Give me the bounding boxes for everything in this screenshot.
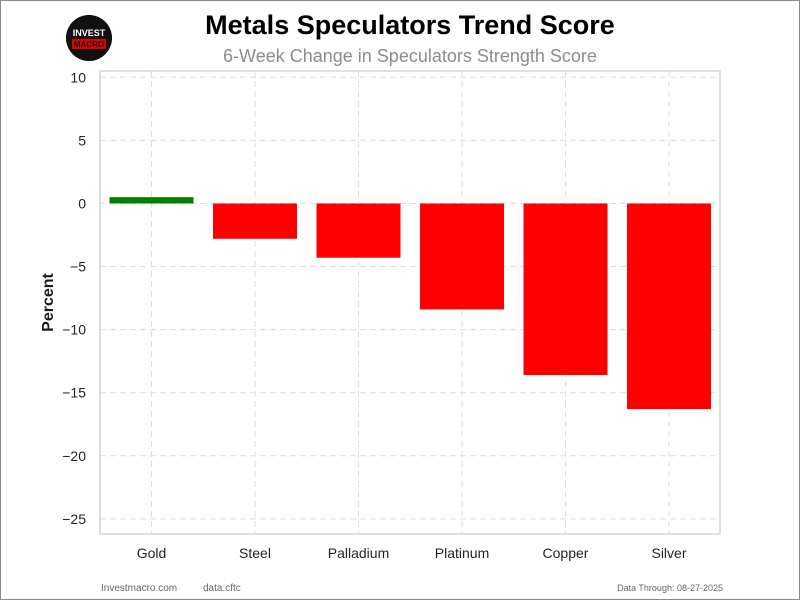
x-tick-label: Palladium [328,545,389,561]
y-axis-label: Percent [40,272,57,331]
y-tick-label: −20 [62,448,86,464]
y-tick-label: −10 [62,322,86,338]
y-tick-label: 5 [78,132,86,148]
x-tick-label: Platinum [435,545,489,561]
bar-gold [109,197,194,204]
bar-silver [627,203,711,410]
x-tick-label: Silver [651,545,686,561]
bar-platinum [420,203,504,310]
bar-steel [213,203,297,239]
logo-text-top: INVEST [73,28,106,38]
bars [109,197,711,410]
y-tick-label: −25 [62,511,86,527]
grid-lines [100,71,720,534]
y-tick-labels: 10 5 0 −5 −10 −15 −20 −25 [62,69,86,527]
footer-site: Investmacro.com [101,583,178,594]
investmacro-logo-icon: INVEST MACRO [66,15,112,61]
y-tick-label: −15 [62,385,86,401]
logo-text-bottom: MACRO [74,40,104,49]
chart-subtitle: 6-Week Change in Speculators Strength Sc… [223,46,597,66]
x-tick-label: Copper [543,545,589,561]
y-tick-label: −5 [70,259,86,275]
y-tick-label: 0 [78,195,86,211]
chart-title: Metals Speculators Trend Score [205,10,615,40]
footer-source: data:cftc [203,583,241,594]
bar-copper [523,203,608,376]
x-tick-label: Gold [137,545,167,561]
footer-data-through: Data Through: 08-27-2025 [617,583,723,593]
y-tick-label: 10 [70,69,86,85]
plot-area-border [99,70,721,535]
bar-palladium [316,203,401,258]
x-tick-label: Steel [239,545,271,561]
investmacro-logo: INVEST MACRO [66,15,112,61]
x-tick-labels: Gold Steel Palladium Platinum Copper Silver [137,545,687,561]
